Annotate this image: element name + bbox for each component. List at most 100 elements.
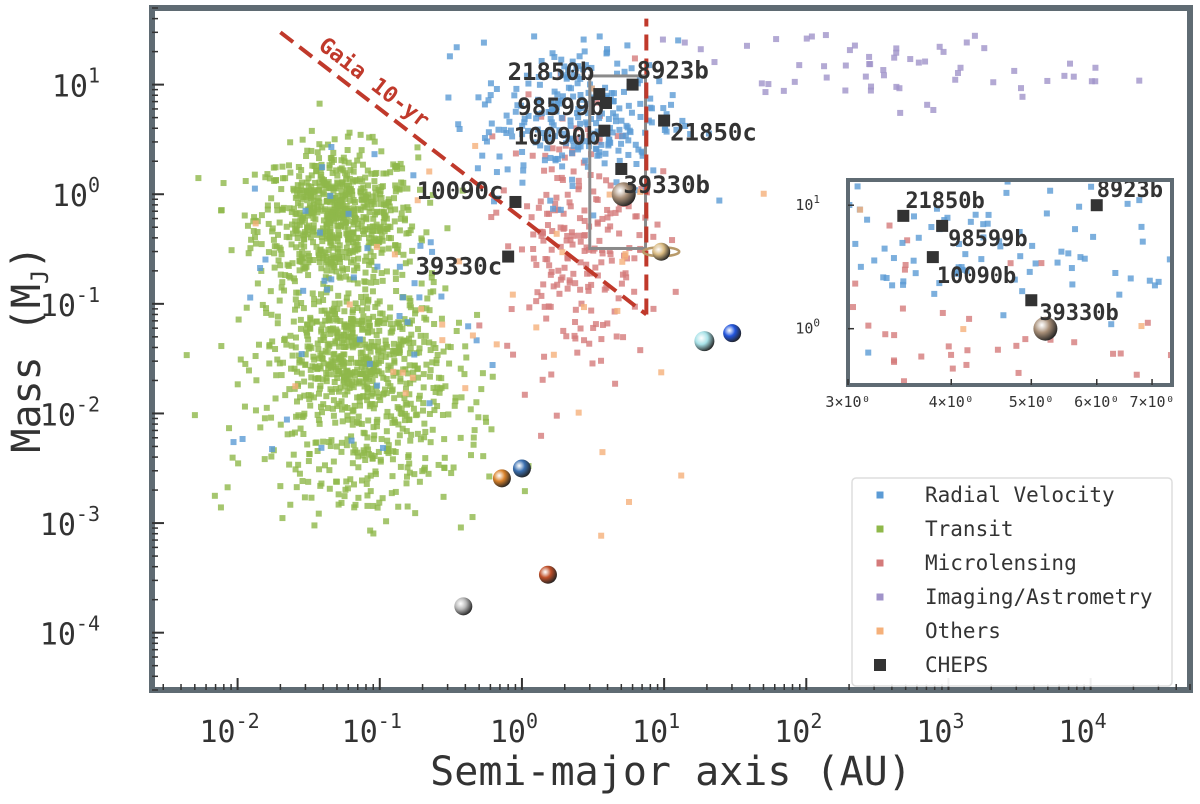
- point-transit: [386, 314, 393, 321]
- point-transit: [291, 365, 298, 372]
- point-microlensing: [505, 243, 512, 250]
- point-microlensing: [608, 257, 615, 264]
- point-transit: [321, 177, 328, 184]
- point-transit: [378, 194, 385, 201]
- point-transit: [407, 380, 414, 387]
- inset-cheps-label: 98599b: [948, 227, 1027, 252]
- point-transit: [382, 337, 389, 344]
- point-transit: [467, 406, 474, 413]
- point-transit: [406, 295, 413, 302]
- point-transit: [287, 332, 294, 339]
- point-transit: [304, 197, 311, 204]
- point-transit: [427, 347, 434, 354]
- point-transit: [354, 220, 361, 227]
- point-transit: [269, 225, 276, 232]
- point-transit: [271, 250, 278, 257]
- point-transit: [406, 258, 413, 265]
- inset-cheps-label: 21850b: [905, 189, 984, 214]
- point-transit: [270, 236, 277, 243]
- point-radial_velocity: [518, 102, 525, 109]
- point-radial_velocity: [348, 437, 355, 444]
- point-transit: [489, 373, 496, 380]
- point-radial_velocity: [550, 205, 557, 212]
- point-radial_velocity: [262, 256, 269, 263]
- point-radial_velocity: [371, 151, 378, 158]
- point-transit: [381, 215, 388, 222]
- point-transit: [325, 371, 332, 378]
- point-transit: [431, 407, 438, 414]
- point-radial_velocity: [632, 187, 639, 194]
- point-transit: [295, 412, 302, 419]
- inset-cheps-label: 10090b: [937, 264, 1016, 289]
- cheps-label: 39330c: [415, 253, 502, 281]
- point-transit: [452, 398, 459, 405]
- point-transit: [427, 367, 434, 374]
- point-imaging: [846, 47, 853, 54]
- point-transit: [458, 394, 465, 401]
- point-transit: [414, 366, 421, 373]
- point-microlensing: [631, 255, 638, 262]
- point-transit: [332, 338, 339, 345]
- point-transit: [334, 249, 341, 256]
- point-transit: [358, 363, 365, 370]
- point-transit: [368, 279, 375, 286]
- point-transit: [411, 362, 418, 369]
- point-microlensing: [559, 274, 566, 281]
- point-transit: [315, 346, 322, 353]
- point-transit: [337, 358, 344, 365]
- legend-marker-transit: [876, 525, 884, 533]
- point-radial_velocity: [374, 263, 381, 270]
- point-radial_velocity: [622, 132, 629, 139]
- point-transit: [440, 348, 447, 355]
- point-transit: [355, 205, 362, 212]
- point-imaging: [922, 58, 929, 65]
- point-transit: [242, 360, 249, 367]
- point-transit: [314, 411, 321, 418]
- point-imaging: [1092, 78, 1099, 85]
- point-radial_velocity: [396, 263, 403, 270]
- point-transit: [337, 259, 344, 266]
- inset-point-radial_velocity: [1088, 183, 1095, 190]
- point-imaging: [821, 63, 828, 70]
- point-transit: [412, 412, 419, 419]
- point-transit: [372, 189, 379, 196]
- point-transit: [474, 311, 481, 318]
- point-imaging: [842, 87, 849, 94]
- point-imaging: [697, 46, 704, 53]
- point-transit: [332, 258, 339, 265]
- inset-series-microlensing: [849, 222, 1172, 385]
- point-transit: [389, 328, 396, 335]
- point-transit: [416, 478, 423, 485]
- point-microlensing: [541, 167, 548, 174]
- inset-point-radial_velocity: [1151, 282, 1158, 289]
- point-transit: [353, 215, 360, 222]
- point-transit: [430, 341, 437, 348]
- point-radial_velocity: [578, 96, 585, 103]
- point-transit: [283, 341, 290, 348]
- point-transit: [376, 191, 383, 198]
- point-transit: [371, 266, 378, 273]
- point-transit: [430, 279, 437, 286]
- point-radial_velocity: [559, 93, 566, 100]
- x-tick-label: 103: [916, 709, 964, 750]
- point-transit: [441, 454, 448, 461]
- point-transit: [283, 223, 290, 230]
- point-transit: [398, 405, 405, 412]
- point-transit: [388, 490, 395, 497]
- point-radial_velocity: [535, 110, 542, 117]
- point-radial_velocity: [616, 105, 623, 112]
- point-radial_velocity: [230, 439, 237, 446]
- point-transit: [301, 236, 308, 243]
- inset-point-radial_velocity: [1029, 242, 1036, 249]
- point-transit: [334, 328, 341, 335]
- point-transit: [311, 301, 318, 308]
- point-transit: [301, 392, 308, 399]
- point-transit: [244, 222, 251, 229]
- point-transit: [404, 185, 411, 192]
- cheps-point: [626, 78, 639, 91]
- point-radial_velocity: [493, 169, 500, 176]
- point-imaging: [1088, 78, 1095, 85]
- point-transit: [286, 461, 293, 468]
- point-transit: [336, 368, 343, 375]
- point-transit: [410, 369, 417, 376]
